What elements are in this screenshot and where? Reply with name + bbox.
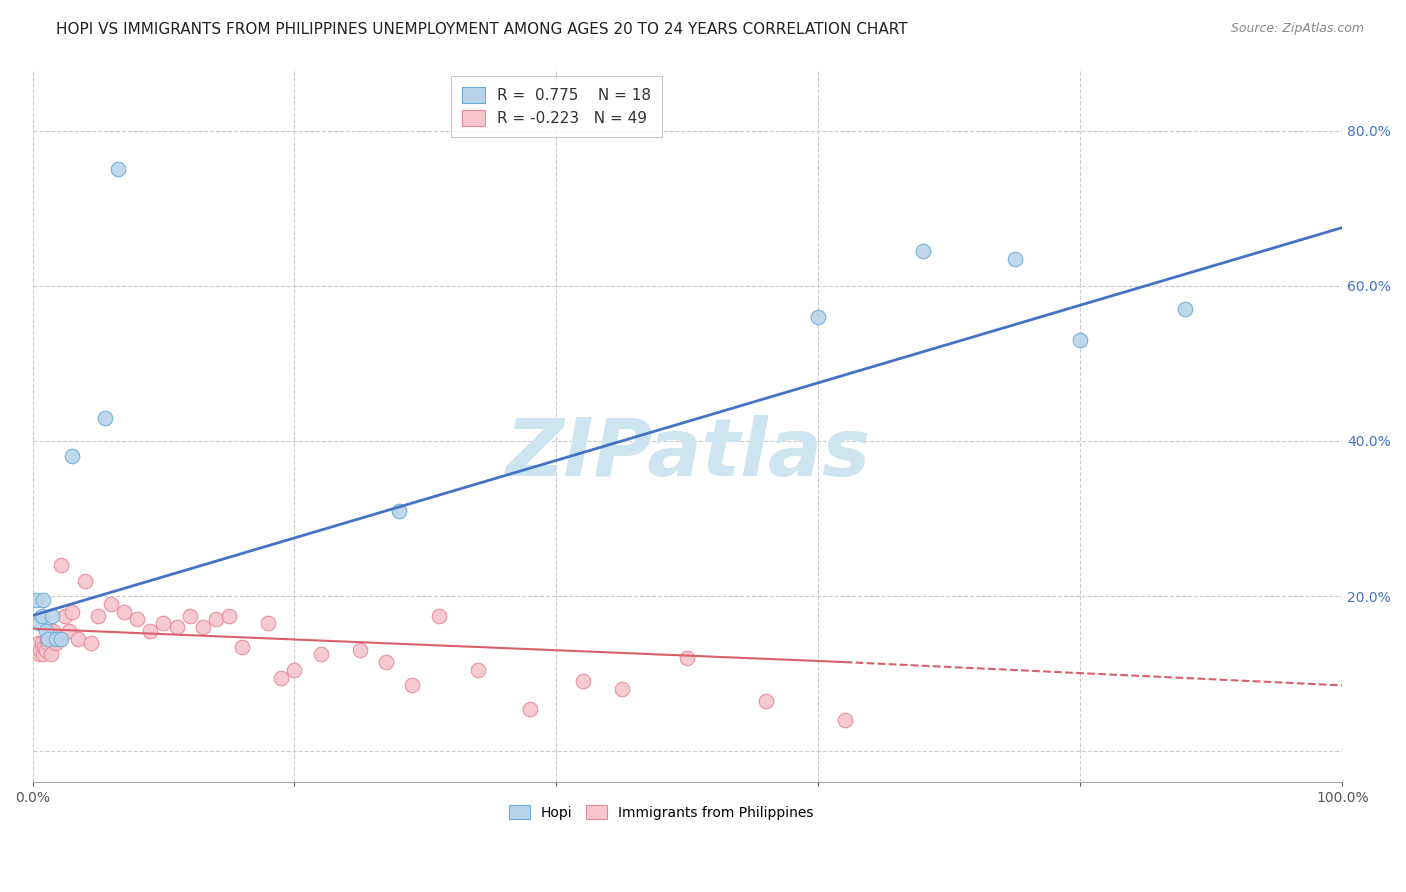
Point xyxy=(34,643,56,657)
Point xyxy=(45,635,67,649)
Point xyxy=(100,597,122,611)
Point xyxy=(676,651,699,665)
Point xyxy=(807,310,830,324)
Point xyxy=(51,632,73,646)
Point xyxy=(571,674,593,689)
Point xyxy=(51,558,73,573)
Point xyxy=(39,648,62,662)
Point xyxy=(112,605,135,619)
Point xyxy=(127,612,149,626)
Point xyxy=(427,608,450,623)
Point xyxy=(32,640,55,654)
Point xyxy=(28,648,51,662)
Point xyxy=(31,608,53,623)
Point xyxy=(25,640,48,654)
Point xyxy=(60,605,83,619)
Point xyxy=(1004,252,1026,266)
Text: ZIPatlas: ZIPatlas xyxy=(505,415,870,493)
Point xyxy=(191,620,214,634)
Text: HOPI VS IMMIGRANTS FROM PHILIPPINES UNEMPLOYMENT AMONG AGES 20 TO 24 YEARS CORRE: HOPI VS IMMIGRANTS FROM PHILIPPINES UNEM… xyxy=(56,22,908,37)
Point xyxy=(41,608,63,623)
Point xyxy=(283,663,305,677)
Point xyxy=(388,504,411,518)
Point xyxy=(37,632,59,646)
Point xyxy=(610,682,633,697)
Point xyxy=(32,593,55,607)
Point xyxy=(401,678,423,692)
Point xyxy=(35,632,58,646)
Point xyxy=(67,632,90,646)
Point xyxy=(231,640,253,654)
Point xyxy=(41,624,63,638)
Point xyxy=(30,643,52,657)
Point xyxy=(25,593,48,607)
Point xyxy=(60,450,83,464)
Point xyxy=(755,694,778,708)
Point xyxy=(73,574,96,588)
Point xyxy=(309,648,332,662)
Point xyxy=(467,663,489,677)
Point xyxy=(58,624,80,638)
Point xyxy=(34,624,56,638)
Point xyxy=(912,244,935,258)
Point xyxy=(37,635,59,649)
Text: Source: ZipAtlas.com: Source: ZipAtlas.com xyxy=(1230,22,1364,36)
Point xyxy=(31,635,53,649)
Point xyxy=(375,655,398,669)
Point xyxy=(87,608,110,623)
Point xyxy=(349,643,371,657)
Point xyxy=(1174,301,1197,316)
Point xyxy=(257,616,280,631)
Point xyxy=(80,635,103,649)
Point xyxy=(53,608,76,623)
Point xyxy=(107,162,129,177)
Point xyxy=(42,624,65,638)
Point xyxy=(27,635,49,649)
Point xyxy=(139,624,162,638)
Point xyxy=(1069,333,1091,347)
Point xyxy=(28,616,51,631)
Point xyxy=(205,612,228,626)
Point xyxy=(270,671,292,685)
Point xyxy=(152,616,174,631)
Point xyxy=(45,632,67,646)
Point xyxy=(834,713,856,727)
Point xyxy=(218,608,240,623)
Point xyxy=(179,608,201,623)
Legend: Hopi, Immigrants from Philippines: Hopi, Immigrants from Philippines xyxy=(503,799,820,825)
Point xyxy=(166,620,188,634)
Point xyxy=(519,701,541,715)
Point xyxy=(32,648,55,662)
Point xyxy=(48,632,70,646)
Point xyxy=(93,410,115,425)
